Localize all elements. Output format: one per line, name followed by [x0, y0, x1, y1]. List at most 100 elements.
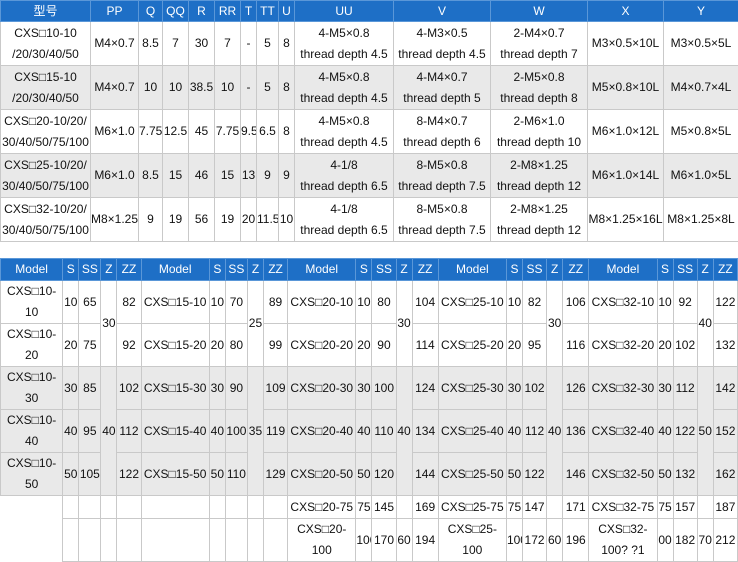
model-cell: CXS□15-20	[141, 324, 209, 367]
empty-cell	[396, 496, 412, 519]
cell-zz: 92	[117, 324, 141, 367]
col-header: ZZ	[117, 259, 141, 281]
model-cell: CXS□20-40	[288, 410, 356, 453]
col-header: ZZ	[264, 259, 288, 281]
model-cell: CXS□10-10/20/30/40/50	[1, 22, 91, 66]
cell-ss: 145	[372, 496, 396, 519]
cell-zz: 142	[713, 367, 737, 410]
empty-cell	[225, 519, 247, 562]
col-header: 型号	[1, 1, 91, 22]
col-header: S	[657, 259, 673, 281]
model-cell: CXS□25-50	[438, 453, 506, 496]
cell-s: 75	[356, 496, 372, 519]
cell-tt: 11.5	[257, 198, 279, 242]
col-header: Z	[101, 259, 117, 281]
cell-s: 20	[209, 324, 225, 367]
cell-s: 100	[506, 519, 522, 562]
cell-ss: 85	[79, 367, 101, 410]
model-cell: CXS□15-10/20/30/40/50	[1, 66, 91, 110]
cell-ss: 112	[673, 367, 697, 410]
cell-s: 75	[657, 496, 673, 519]
model-cell: CXS□15-10	[141, 281, 209, 324]
cell-ss: 102	[523, 367, 547, 410]
model-cell: CXS□32-100? ?1	[589, 519, 657, 562]
model-cell: CXS□25-75	[438, 496, 506, 519]
col-header: Y	[664, 1, 738, 22]
cell-u: 8	[279, 110, 295, 154]
cell-s: 50	[63, 453, 79, 496]
empty-cell	[1, 496, 63, 519]
cell-zz: 194	[412, 519, 438, 562]
col-header: Model	[438, 259, 506, 281]
cell-s: 40	[209, 410, 225, 453]
table-row: CXS□20-100 100 170 60 194 CXS□25-100 100…	[1, 519, 738, 562]
cell-z: 40	[697, 281, 713, 367]
cell-ss: 132	[673, 453, 697, 496]
col-header: T	[241, 1, 257, 22]
col-header: Model	[589, 259, 657, 281]
table-row: CXS□32-10/20/30/40/50/75/100 M8×1.25 9 1…	[1, 198, 738, 242]
model-cell: CXS□15-30	[141, 367, 209, 410]
model-cell: CXS□10-50	[1, 453, 63, 496]
cell-pp: M6×1.0	[91, 154, 139, 198]
cell-r: 38.5	[189, 66, 215, 110]
cell-ss: 92	[673, 281, 697, 324]
empty-cell	[247, 496, 263, 519]
cell-zz: 132	[713, 324, 737, 367]
cell-zz: 124	[412, 367, 438, 410]
col-header: Model	[288, 259, 356, 281]
model-cell: CXS□10-30	[1, 367, 63, 410]
cell-s: 30	[63, 367, 79, 410]
model-cell: CXS□25-20	[438, 324, 506, 367]
col-header: W	[491, 1, 588, 22]
cell-zz: 126	[563, 367, 589, 410]
cell-rr: 15	[215, 154, 241, 198]
cell-s: 100	[356, 519, 372, 562]
cell-s: 40	[506, 410, 522, 453]
cell-z: 40	[396, 367, 412, 496]
cell-zz: 104	[412, 281, 438, 324]
cell-x: M6×1.0×12L	[588, 110, 664, 154]
cell-pp: M4×0.7	[91, 22, 139, 66]
col-header: Z	[547, 259, 563, 281]
cell-rr: 10	[215, 66, 241, 110]
cell-s: 30	[356, 367, 372, 410]
model-cell: CXS□25-100	[438, 519, 506, 562]
cell-s: 00	[657, 519, 673, 562]
cell-ss: 95	[79, 410, 101, 453]
cell-y: M6×1.0×5L	[664, 154, 738, 198]
empty-cell	[209, 496, 225, 519]
col-header: X	[588, 1, 664, 22]
model-cell: CXS□32-75	[589, 496, 657, 519]
cell-zz: 122	[117, 453, 141, 496]
cell-s: 10	[657, 281, 673, 324]
cell-zz: 109	[264, 367, 288, 410]
model-cell: CXS□20-50	[288, 453, 356, 496]
empty-cell	[63, 496, 79, 519]
model-cell: CXS□20-20	[288, 324, 356, 367]
col-header: ZZ	[713, 259, 737, 281]
empty-cell	[547, 496, 563, 519]
model-cell: CXS□20-10/20/30/40/50/75/100	[1, 110, 91, 154]
cell-zz: 116	[563, 324, 589, 367]
model-cell: CXS□32-10/20/30/40/50/75/100	[1, 198, 91, 242]
col-header: Z	[247, 259, 263, 281]
cell-s: 40	[63, 410, 79, 453]
col-header: SS	[372, 259, 396, 281]
cell-s: 75	[506, 496, 522, 519]
cell-qq: 12.5	[163, 110, 189, 154]
cell-x: M6×1.0×14L	[588, 154, 664, 198]
cell-ss: 65	[79, 281, 101, 324]
empty-cell	[117, 519, 141, 562]
col-header: RR	[215, 1, 241, 22]
empty-cell	[141, 496, 209, 519]
cell-ss: 105	[79, 453, 101, 496]
cell-rr: 19	[215, 198, 241, 242]
model-cell: CXS□20-30	[288, 367, 356, 410]
